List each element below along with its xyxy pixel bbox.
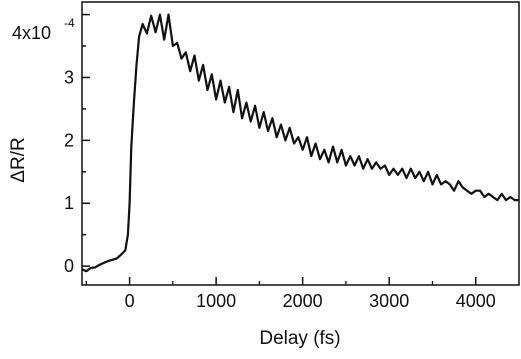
y-multiplier-base: 4x10 <box>12 23 51 43</box>
x-tick-label: 1000 <box>196 291 236 311</box>
series-line <box>81 13 519 273</box>
x-axis-ticks: 0 1000 2000 3000 4000 <box>85 277 496 311</box>
y-axis-label: ΔR/R <box>8 137 29 182</box>
y-multiplier-label: 4x10 <box>12 23 51 43</box>
y-tick-label: 2 <box>64 130 74 150</box>
x-tick-label: 3000 <box>369 291 409 311</box>
plot-frame <box>81 1 520 286</box>
x-tick-label: 2000 <box>283 291 323 311</box>
y-multiplier-exponent: -4 <box>64 16 75 30</box>
x-axis-label: Delay (fs) <box>259 328 340 349</box>
x-tick-label: 0 <box>125 291 135 311</box>
y-axis-ticks: 0 1 2 3 <box>64 13 90 276</box>
y-tick-label: 3 <box>64 67 74 87</box>
y-tick-label: 1 <box>64 193 74 213</box>
x-tick-label: 4000 <box>456 291 496 311</box>
y-tick-label: 0 <box>64 256 74 276</box>
